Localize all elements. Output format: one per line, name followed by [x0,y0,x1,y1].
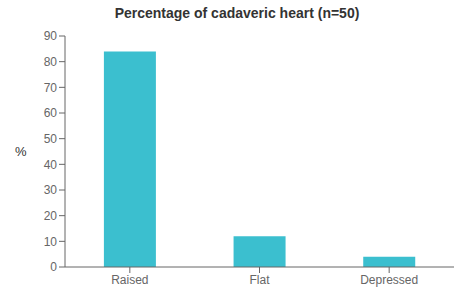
svg-text:70: 70 [44,81,58,95]
svg-text:%: % [15,144,27,159]
svg-text:Raised: Raised [111,273,148,287]
svg-text:10: 10 [44,235,58,249]
svg-text:Flat: Flat [249,273,270,287]
svg-text:20: 20 [44,209,58,223]
svg-text:0: 0 [50,260,57,274]
svg-text:40: 40 [44,158,58,172]
svg-text:50: 50 [44,132,58,146]
svg-text:30: 30 [44,183,58,197]
svg-text:80: 80 [44,55,58,69]
html-text:Percentage of cadaveric heart: Percentage of cadaveric heart (n=50) [114,5,360,21]
svg-text:90: 90 [44,29,58,43]
svg-text:Depressed: Depressed [360,273,418,287]
svg-text:60: 60 [44,106,58,120]
